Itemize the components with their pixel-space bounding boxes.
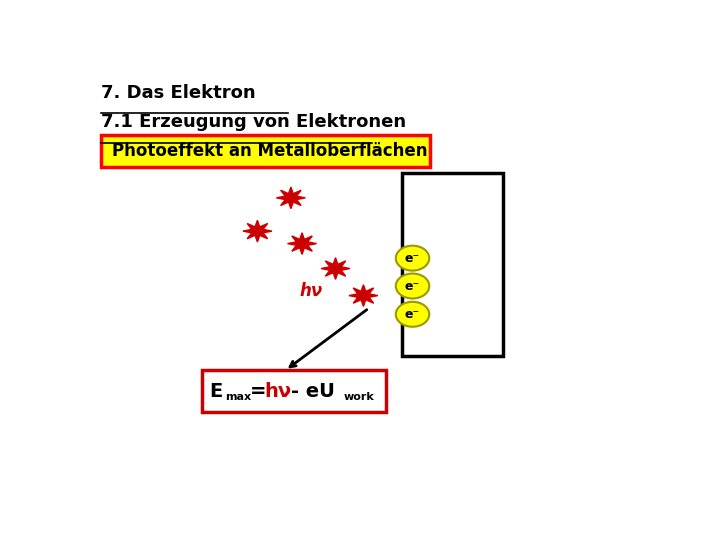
- Text: 7.1 Erzeugung von Elektronen: 7.1 Erzeugung von Elektronen: [101, 113, 406, 131]
- Text: e⁻: e⁻: [405, 308, 420, 321]
- Polygon shape: [276, 187, 305, 208]
- Text: work: work: [344, 392, 374, 402]
- Text: hν: hν: [300, 281, 323, 300]
- Text: =: =: [250, 382, 273, 401]
- Text: e⁻: e⁻: [405, 252, 420, 265]
- Polygon shape: [287, 233, 317, 254]
- Text: E: E: [209, 382, 222, 401]
- Text: e⁻: e⁻: [405, 280, 420, 293]
- Text: hν: hν: [265, 382, 292, 401]
- Circle shape: [396, 302, 429, 327]
- Text: Photoeffekt an Metalloberflächen: Photoeffekt an Metalloberflächen: [112, 142, 428, 160]
- Polygon shape: [349, 285, 378, 306]
- Text: max: max: [225, 392, 252, 402]
- Circle shape: [396, 274, 429, 299]
- Text: - eU: - eU: [292, 382, 336, 401]
- Bar: [101, 136, 431, 167]
- Bar: [202, 370, 386, 412]
- Polygon shape: [243, 220, 272, 242]
- Bar: [402, 173, 503, 356]
- Text: 7. Das Elektron: 7. Das Elektron: [101, 84, 256, 102]
- Circle shape: [396, 246, 429, 271]
- Polygon shape: [321, 258, 350, 279]
